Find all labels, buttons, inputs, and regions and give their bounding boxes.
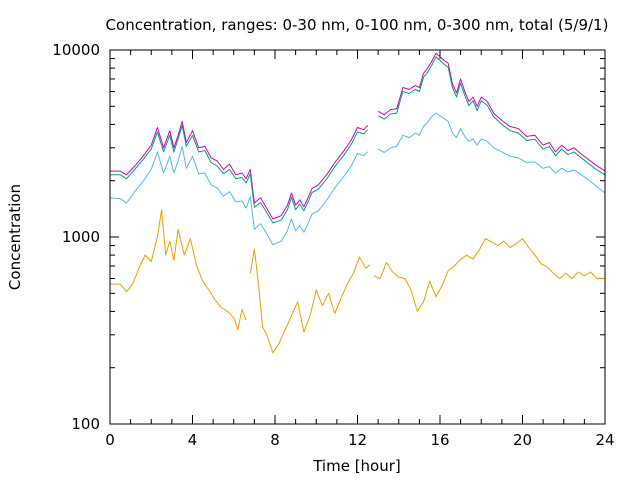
y-tick-label: 100 [71, 415, 100, 433]
series-segment [249, 248, 371, 354]
plot-frame [109, 49, 606, 425]
y-tick-label: 1000 [62, 228, 100, 246]
series-segment [377, 52, 606, 172]
series-segment [110, 120, 369, 220]
series-segment [109, 145, 369, 246]
y-tick-label: 10000 [52, 41, 100, 59]
series-line-1 [110, 52, 606, 220]
x-tick-label: 4 [188, 431, 198, 449]
series-line-4 [110, 209, 605, 354]
series-segment [110, 209, 247, 330]
x-tick-label: 20 [513, 431, 532, 449]
series-segment [110, 124, 369, 224]
series-segment [377, 112, 606, 194]
x-axis-label: Time [hour] [312, 457, 401, 475]
x-tick-label: 8 [270, 431, 280, 449]
series-line-3 [109, 112, 606, 246]
series-layer [109, 52, 606, 354]
axis-ticks: 0 4 8 12 16 20 24 100 1000 10000 [52, 41, 614, 449]
chart-title: Concentration, ranges: 0-30 nm, 0-100 nm… [106, 16, 609, 34]
series-line-2 [110, 56, 606, 224]
series-segment [377, 56, 606, 176]
x-tick-label: 16 [430, 431, 449, 449]
x-tick-label: 0 [105, 431, 115, 449]
y-axis-label: Concentration [6, 184, 24, 290]
x-tick-label: 12 [348, 431, 367, 449]
series-segment [373, 238, 605, 312]
x-tick-label: 24 [595, 431, 614, 449]
